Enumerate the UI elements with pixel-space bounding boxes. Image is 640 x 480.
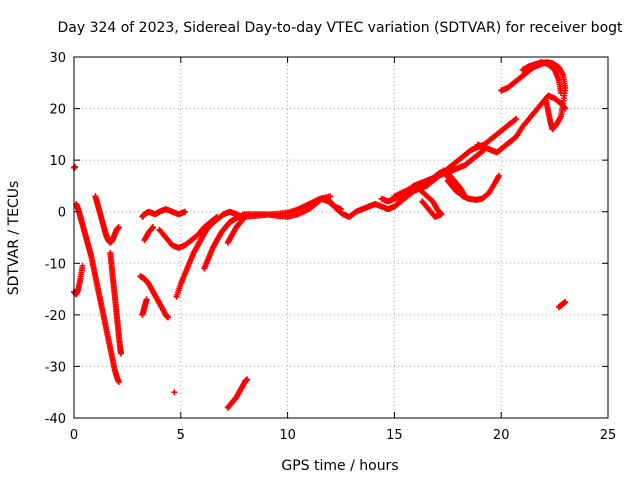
data-point	[419, 198, 426, 205]
y-tick-label: -30	[45, 360, 66, 375]
data-point	[171, 389, 178, 396]
data-point	[72, 163, 79, 170]
y-tick-label: -10	[45, 257, 66, 272]
data-point	[496, 172, 503, 179]
data-point	[115, 224, 122, 231]
data-point	[444, 170, 451, 177]
data-point	[562, 298, 569, 305]
data-point	[244, 376, 251, 383]
axes: 0 5 10 15 20 25 -40 -30 -20 -10 0 10 20 30	[45, 51, 617, 443]
y-tick-label: -20	[45, 309, 66, 324]
x-tick-label: 10	[279, 428, 296, 443]
data-point	[558, 90, 565, 97]
y-tick-label: -40	[45, 412, 66, 427]
data-points	[71, 59, 569, 411]
x-tick-label: 0	[70, 428, 78, 443]
data-point	[327, 193, 334, 200]
data-point	[79, 262, 86, 269]
data-point	[543, 97, 550, 104]
x-tick-label: 20	[493, 428, 510, 443]
data-point	[164, 314, 171, 321]
data-point	[117, 350, 124, 357]
y-axis-title: SDTVAR / TECUs	[6, 181, 22, 296]
data-point	[182, 208, 189, 215]
x-tick-label: 25	[600, 428, 617, 443]
x-axis-title: GPS time / hours	[281, 458, 398, 474]
y-tick-label: 30	[49, 51, 66, 66]
data-point	[513, 115, 520, 122]
chart-title: Day 324 of 2023, Sidereal Day-to-day VTE…	[57, 20, 623, 36]
data-point	[150, 224, 157, 231]
y-tick-label: 20	[49, 103, 66, 118]
x-tick-label: 15	[386, 428, 403, 443]
x-tick-label: 5	[177, 428, 185, 443]
grid	[74, 57, 608, 418]
data-point	[115, 378, 122, 385]
data-point	[512, 116, 519, 123]
data-point	[562, 105, 569, 112]
data-point	[143, 296, 150, 303]
y-tick-label: 10	[49, 154, 66, 169]
plot-frame	[73, 56, 609, 419]
y-tick-label: 0	[58, 206, 66, 221]
